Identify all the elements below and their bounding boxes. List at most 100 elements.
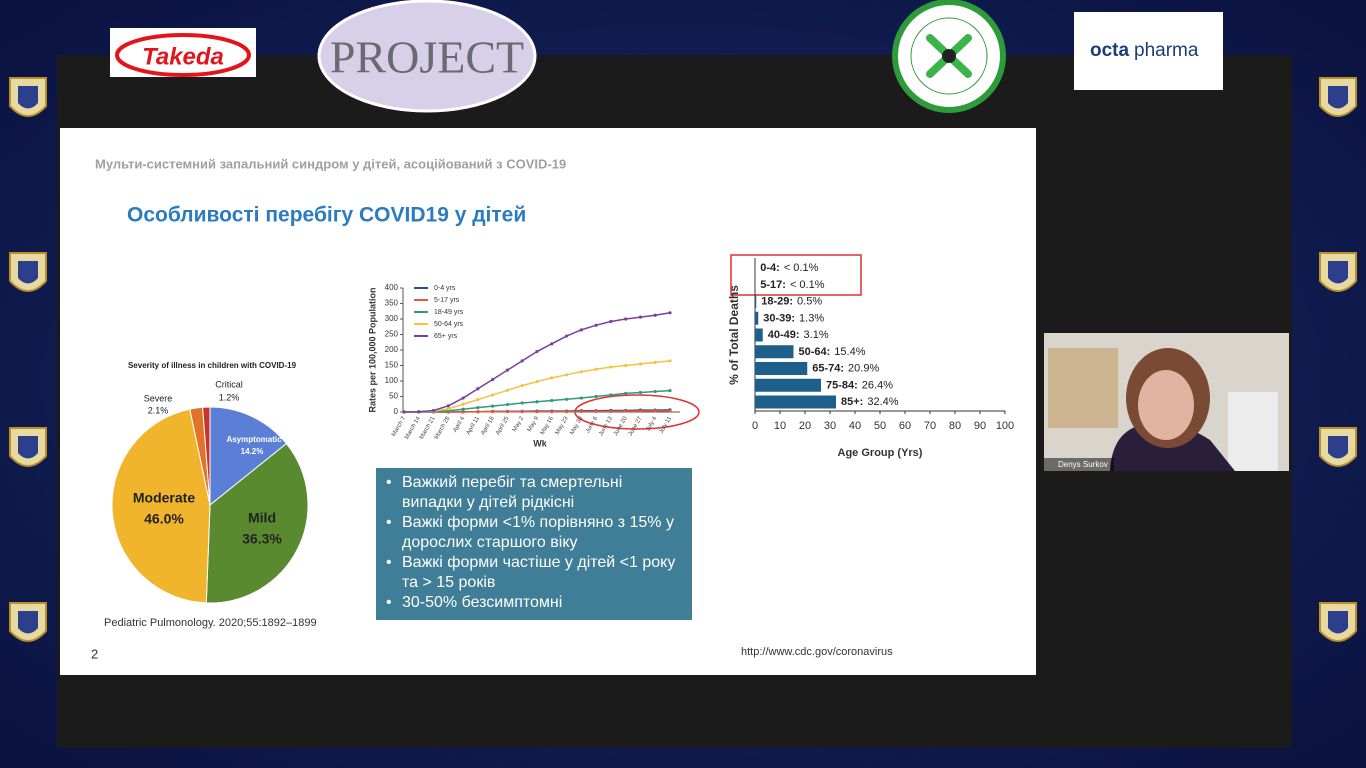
bar-label: 18-29: 0.5% — [761, 295, 822, 307]
takeda-arc — [115, 33, 251, 77]
project-logo — [317, 0, 537, 113]
pie-label: Mild — [248, 510, 276, 526]
bar — [755, 378, 821, 392]
line-point — [624, 363, 628, 368]
bar — [755, 362, 808, 375]
y-tick-label: 200 — [385, 345, 399, 354]
line-point — [431, 408, 436, 413]
takeda-text: Takeda — [142, 43, 224, 70]
line-point — [446, 404, 450, 408]
line-point — [491, 377, 495, 382]
bar-category: 85+: — [841, 396, 863, 408]
bar-value-label: < 0.1% — [784, 262, 819, 274]
bar-category: 75-84: — [826, 379, 858, 391]
line-point — [564, 373, 569, 377]
slide-title: Особливості перебігу COVID19 у дітей — [127, 204, 526, 227]
bar-label: 0-4: < 0.1% — [760, 262, 818, 274]
webcam-face — [1138, 370, 1194, 440]
bar — [755, 328, 763, 342]
x-tick-label: 70 — [924, 420, 936, 432]
x-tick-label: 10 — [774, 420, 786, 432]
highlight-box — [730, 254, 862, 296]
line-point — [638, 409, 643, 413]
line-point — [638, 315, 643, 319]
line-point — [550, 398, 554, 403]
legend-label: 65+ yrs — [434, 333, 458, 340]
bar-category: 5-17: — [760, 279, 786, 291]
line-point — [579, 409, 583, 413]
line-point — [564, 334, 569, 338]
bar-label: 65-74: 20.9% — [812, 362, 879, 374]
crest-inner — [1328, 611, 1348, 634]
y-axis-label: Rates per 100,000 Population — [367, 287, 377, 412]
pharma-text: pharma — [1134, 40, 1199, 61]
line-point — [461, 402, 465, 406]
line-point — [446, 407, 450, 411]
line-point — [461, 396, 465, 400]
line-point — [520, 410, 524, 414]
line-point — [594, 394, 598, 399]
line-point — [520, 401, 524, 405]
bullet: Важкі форми <1% порівняно з 15% у доросл… — [386, 513, 684, 553]
y-tick-label: 100 — [385, 376, 399, 385]
line-point — [609, 393, 613, 397]
line-point — [476, 398, 480, 402]
bar-category: 30-39: — [763, 312, 795, 324]
line-point — [638, 390, 643, 395]
octa-text: octa — [1090, 40, 1130, 61]
line-point — [638, 362, 643, 366]
line-point — [609, 409, 613, 413]
slide-subtitle: Мульти-системний запальний синдром у діт… — [95, 156, 566, 171]
bar-category: 50-64: — [799, 346, 831, 358]
bar-label: 85+: 32.4% — [841, 396, 899, 408]
x-tick-label: 20 — [799, 420, 811, 432]
line-point — [668, 311, 672, 315]
y-tick-label: 250 — [385, 330, 399, 339]
legend-label: 0-4 yrs — [434, 285, 456, 292]
line-point — [668, 359, 672, 363]
x-axis-label: Age Group (Yrs) — [838, 447, 923, 459]
line-point — [624, 409, 628, 413]
line-point — [491, 410, 495, 414]
line-point — [461, 410, 465, 414]
bar-label: 5-17: < 0.1% — [760, 279, 824, 291]
pie-title: Severity of illness in children with COV… — [128, 361, 297, 370]
page-number: 2 — [91, 646, 98, 661]
line-point — [579, 396, 583, 400]
bar-value-label: < 0.1% — [790, 279, 825, 291]
y-tick-label: 400 — [385, 283, 399, 292]
crest-inner — [18, 261, 38, 284]
pie-slice — [205, 442, 309, 604]
line-point — [505, 368, 510, 372]
line-point — [535, 410, 539, 414]
crest-inner — [18, 436, 38, 459]
crest-inner — [18, 86, 38, 109]
line-point — [476, 410, 480, 414]
pie-label: Asymptomatic — [226, 435, 282, 444]
bar-label: 40-49: 3.1% — [768, 329, 829, 341]
line-point — [520, 359, 524, 363]
line-point — [476, 387, 480, 391]
line-point — [535, 349, 539, 354]
x-tick-label: 80 — [949, 420, 961, 432]
pie-value-label: 2.1% — [148, 405, 169, 415]
x-tick-label: 30 — [824, 420, 836, 432]
pie-slice — [202, 406, 211, 506]
x-tick-label: 50 — [874, 420, 886, 432]
bar-label: 75-84: 26.4% — [826, 379, 893, 391]
x-tick-label: 40 — [849, 420, 861, 432]
line-point — [505, 388, 510, 392]
line-point — [653, 313, 657, 317]
webcam-wall — [1048, 348, 1118, 428]
source: Pediatric Pulmonology. 2020;55:1892–1899 — [104, 617, 317, 629]
pie-label: Severe — [144, 393, 173, 403]
bullet-box: Важкий перебіг та смертельні випадки у д… — [376, 468, 692, 620]
bar — [755, 345, 794, 359]
bar-category: 40-49: — [768, 329, 800, 341]
y-axis-label: % of Total Deaths — [727, 285, 741, 385]
x-tick-label: 0 — [752, 420, 758, 432]
bullet: Важкий перебіг та смертельні випадки у д… — [386, 473, 684, 513]
bar-category: 65-74: — [812, 362, 844, 374]
pie-label: Moderate — [133, 490, 195, 506]
